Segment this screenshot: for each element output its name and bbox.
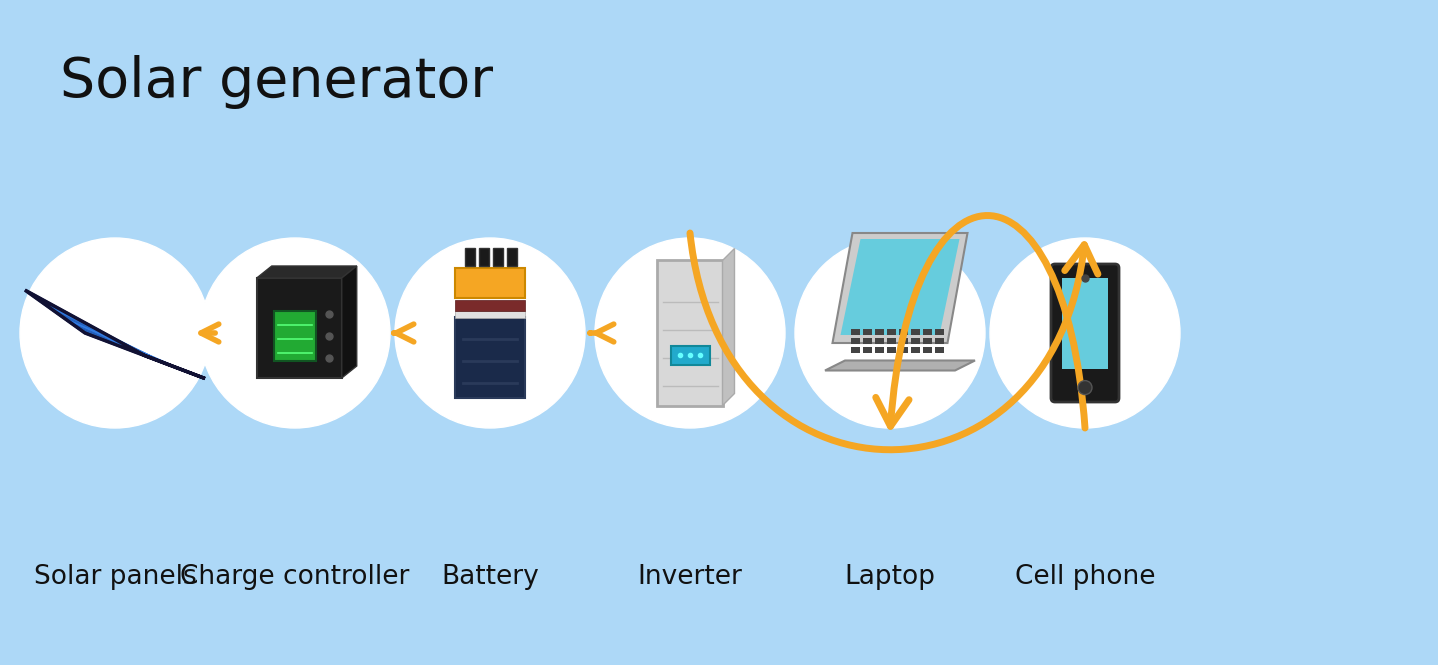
FancyBboxPatch shape [887, 338, 896, 344]
FancyBboxPatch shape [863, 329, 871, 334]
Polygon shape [24, 290, 206, 378]
FancyArrowPatch shape [690, 233, 1099, 450]
Circle shape [989, 238, 1181, 428]
FancyBboxPatch shape [887, 346, 896, 352]
Polygon shape [825, 360, 975, 370]
FancyBboxPatch shape [935, 338, 943, 344]
FancyBboxPatch shape [899, 338, 907, 344]
Text: Laptop: Laptop [844, 564, 936, 590]
FancyBboxPatch shape [874, 329, 884, 334]
FancyBboxPatch shape [479, 248, 489, 266]
FancyBboxPatch shape [923, 346, 932, 352]
FancyBboxPatch shape [887, 329, 896, 334]
Circle shape [20, 238, 210, 428]
Polygon shape [257, 266, 357, 278]
FancyBboxPatch shape [874, 338, 884, 344]
Text: Solar generator: Solar generator [60, 55, 493, 109]
Circle shape [1078, 380, 1091, 394]
FancyBboxPatch shape [657, 261, 722, 406]
FancyBboxPatch shape [493, 248, 503, 266]
Polygon shape [24, 290, 206, 378]
FancyBboxPatch shape [1051, 264, 1119, 402]
FancyBboxPatch shape [899, 346, 907, 352]
Polygon shape [722, 249, 735, 406]
Text: Battery: Battery [441, 564, 539, 590]
FancyBboxPatch shape [273, 311, 316, 361]
Polygon shape [840, 239, 959, 335]
FancyBboxPatch shape [863, 338, 871, 344]
FancyBboxPatch shape [454, 317, 525, 398]
Polygon shape [342, 266, 357, 378]
Circle shape [200, 238, 390, 428]
FancyBboxPatch shape [851, 338, 860, 344]
Text: Cell phone: Cell phone [1015, 564, 1155, 590]
Text: Solar panels: Solar panels [33, 564, 197, 590]
FancyBboxPatch shape [508, 248, 518, 266]
Circle shape [795, 238, 985, 428]
FancyBboxPatch shape [874, 346, 884, 352]
FancyArrowPatch shape [876, 215, 1086, 428]
FancyBboxPatch shape [899, 329, 907, 334]
FancyBboxPatch shape [670, 346, 709, 365]
Text: Charge controller: Charge controller [180, 564, 410, 590]
FancyBboxPatch shape [935, 346, 943, 352]
FancyBboxPatch shape [466, 248, 476, 266]
Text: Inverter: Inverter [637, 564, 742, 590]
Polygon shape [833, 233, 968, 343]
FancyBboxPatch shape [454, 311, 525, 319]
Circle shape [395, 238, 585, 428]
FancyBboxPatch shape [1061, 279, 1109, 369]
FancyBboxPatch shape [454, 300, 525, 311]
FancyBboxPatch shape [454, 268, 525, 298]
FancyBboxPatch shape [912, 346, 920, 352]
FancyBboxPatch shape [863, 346, 871, 352]
FancyBboxPatch shape [912, 338, 920, 344]
Polygon shape [257, 278, 342, 378]
FancyBboxPatch shape [851, 329, 860, 334]
FancyBboxPatch shape [923, 329, 932, 334]
Circle shape [595, 238, 785, 428]
FancyBboxPatch shape [851, 346, 860, 352]
FancyBboxPatch shape [923, 338, 932, 344]
FancyBboxPatch shape [935, 329, 943, 334]
FancyBboxPatch shape [912, 329, 920, 334]
